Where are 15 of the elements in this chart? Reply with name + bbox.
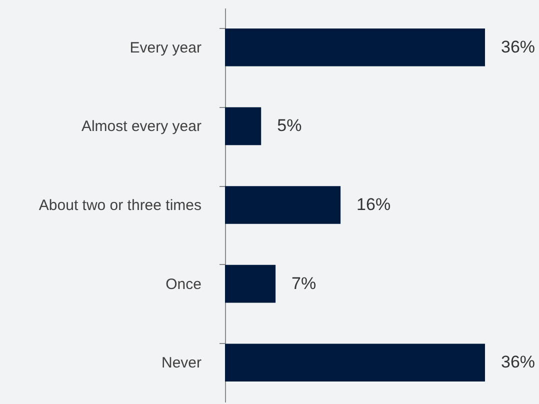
y-tick-label: Every year [130, 39, 202, 56]
bar [225, 344, 485, 382]
y-tick-label: Once [166, 276, 202, 293]
y-tick-label: Almost every year [81, 118, 202, 136]
bar [225, 264, 276, 303]
y-tick-label: About two or three times [38, 197, 202, 214]
y-tick-label: Never [161, 354, 202, 372]
bar [225, 28, 485, 66]
bar [225, 107, 262, 146]
data-label: 36% [501, 37, 536, 56]
data-label: 16% [356, 195, 391, 214]
data-label: 5% [277, 116, 302, 136]
bar [225, 186, 341, 224]
data-label: 7% [292, 274, 316, 293]
data-label: 36% [501, 352, 536, 372]
